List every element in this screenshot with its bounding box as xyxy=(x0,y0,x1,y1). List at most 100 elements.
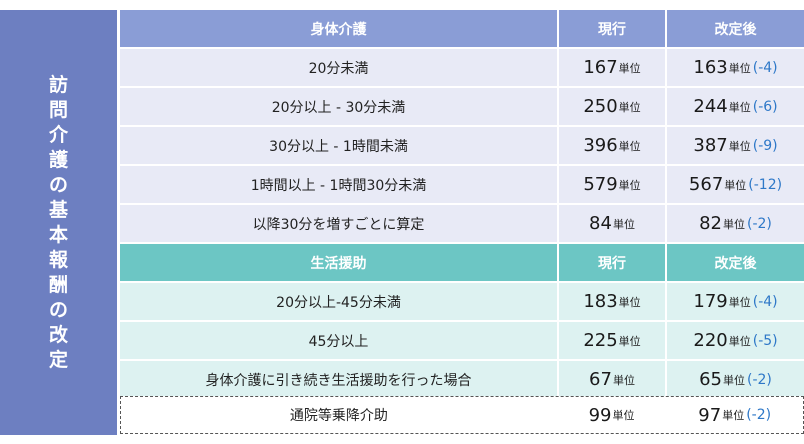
side-title-char: 介 xyxy=(48,123,68,146)
side-title-char: の xyxy=(48,173,68,196)
current-number: 225 xyxy=(583,330,618,351)
side-title: 訪問介護の基本報酬の改定 xyxy=(49,73,68,373)
header-label: 身体介護 xyxy=(120,10,557,47)
revised-value: 82 単位 (-2) xyxy=(667,205,804,242)
side-title-char: 定 xyxy=(48,348,68,371)
revised-number: 82 xyxy=(699,213,722,234)
current-value: 396 単位 xyxy=(559,127,665,164)
header-revised: 改定後 xyxy=(667,10,804,47)
side-title-char: 護 xyxy=(48,148,68,171)
unit-label: 単位 xyxy=(728,295,751,309)
unit-label: 単位 xyxy=(612,373,635,387)
table-row: 20分以上-45分未満 183 単位 179 単位 (-4) xyxy=(120,283,804,320)
current-value: 67 単位 xyxy=(559,361,665,398)
diff-value: (-12) xyxy=(748,176,783,193)
side-title-char: 問 xyxy=(48,98,68,121)
unit-label: 単位 xyxy=(618,334,641,348)
revised-value: 220 単位 (-5) xyxy=(667,322,804,359)
unit-label: 単位 xyxy=(618,178,641,192)
diff-value: (-2) xyxy=(746,407,772,423)
header-label: 生活援助 xyxy=(120,244,557,281)
unit-label: 単位 xyxy=(723,217,745,231)
revised-value: 387 単位 (-9) xyxy=(667,127,804,164)
row-label: 20分以上 - 30分未満 xyxy=(120,88,557,125)
unit-label: 単位 xyxy=(618,139,641,153)
unit-label: 単位 xyxy=(728,139,751,153)
unit-label: 単位 xyxy=(724,178,747,192)
table-row: 身体介護に引き続き生活援助を行った場合 67 単位 65 単位 (-2) xyxy=(120,361,804,398)
unit-label: 単位 xyxy=(723,373,745,387)
unit-label: 単位 xyxy=(728,100,751,114)
current-number: 396 xyxy=(583,135,618,156)
unit-label: 単位 xyxy=(618,100,641,114)
revised-value: 163 単位 (-4) xyxy=(667,49,804,86)
table-row: 以降30分を増すごとに算定 84 単位 82 単位 (-2) xyxy=(120,205,804,242)
diff-value: (-4) xyxy=(752,59,778,76)
current-value: 225 単位 xyxy=(559,322,665,359)
unit-label: 単位 xyxy=(618,61,641,75)
diff-value: (-2) xyxy=(747,215,772,232)
side-title-panel: 訪問介護の基本報酬の改定 xyxy=(0,10,117,435)
current-number: 579 xyxy=(583,174,618,195)
unit-label: 単位 xyxy=(722,409,745,422)
fee-table: 身体介護 現行 改定後 20分未満 167 単位 163 単位 (-4) 20分以上 - 3… xyxy=(120,10,804,400)
side-title-char: の xyxy=(48,298,68,321)
header-current: 現行 xyxy=(559,10,665,47)
section-header-physical-care: 身体介護 現行 改定後 xyxy=(120,10,804,47)
diff-value: (-6) xyxy=(752,98,778,115)
unit-label: 単位 xyxy=(728,61,751,75)
table-row: 1時間以上 - 1時間30分未満 579 単位 567 単位 (-12) xyxy=(120,166,804,203)
current-value: 250 単位 xyxy=(559,88,665,125)
revised-number: 567 xyxy=(688,174,724,195)
row-label: 45分以上 xyxy=(120,322,557,359)
side-title-char: 訪 xyxy=(48,73,68,96)
current-number: 183 xyxy=(583,291,618,312)
side-title-char: 酬 xyxy=(48,273,68,296)
current-value: 167 単位 xyxy=(559,49,665,86)
table-row-transport-assist: 通院等乗降介助 99 単位 97 単位 (-2) xyxy=(120,396,804,434)
revised-number: 65 xyxy=(699,369,722,390)
current-number: 67 xyxy=(589,369,612,390)
revised-value: 65 単位 (-2) xyxy=(667,361,804,398)
current-number: 250 xyxy=(583,96,618,117)
section-header-living-support: 生活援助 現行 改定後 xyxy=(120,244,804,281)
revised-number: 387 xyxy=(693,135,728,156)
diff-value: (-2) xyxy=(747,371,772,388)
row-label: 通院等乗降介助 xyxy=(121,397,557,433)
side-title-char: 基 xyxy=(48,198,68,221)
unit-label: 単位 xyxy=(618,295,641,309)
revised-number: 244 xyxy=(693,96,728,117)
diff-value: (-5) xyxy=(752,332,778,349)
current-value: 579 単位 xyxy=(559,166,665,203)
revised-number: 97 xyxy=(698,404,722,426)
row-label: 1時間以上 - 1時間30分未満 xyxy=(120,166,557,203)
revised-value: 244 単位 (-6) xyxy=(667,88,804,125)
current-value: 99 単位 xyxy=(558,397,665,433)
revised-number: 179 xyxy=(693,291,728,312)
current-value: 84 単位 xyxy=(559,205,665,242)
row-label: 以降30分を増すごとに算定 xyxy=(120,205,557,242)
header-current: 現行 xyxy=(559,244,665,281)
unit-label: 単位 xyxy=(612,217,635,231)
revised-value: 97 単位 (-2) xyxy=(666,397,803,433)
current-number: 99 xyxy=(588,404,612,426)
row-label: 身体介護に引き続き生活援助を行った場合 xyxy=(120,361,557,398)
revised-value: 567 単位 (-12) xyxy=(667,166,804,203)
side-title-char: 本 xyxy=(48,223,68,246)
row-label: 20分未満 xyxy=(120,49,557,86)
diff-value: (-4) xyxy=(752,293,778,310)
diff-value: (-9) xyxy=(752,137,778,154)
revised-value: 179 単位 (-4) xyxy=(667,283,804,320)
table-row: 20分未満 167 単位 163 単位 (-4) xyxy=(120,49,804,86)
header-revised: 改定後 xyxy=(667,244,804,281)
current-number: 84 xyxy=(589,213,612,234)
revised-number: 163 xyxy=(693,57,728,78)
row-label: 20分以上-45分未満 xyxy=(120,283,557,320)
unit-label: 単位 xyxy=(612,409,635,422)
revised-number: 220 xyxy=(693,330,728,351)
side-title-char: 改 xyxy=(48,323,68,346)
side-title-char: 報 xyxy=(48,248,68,271)
current-value: 183 単位 xyxy=(559,283,665,320)
table-row: 30分以上 - 1時間未満 396 単位 387 単位 (-9) xyxy=(120,127,804,164)
table-row: 45分以上 225 単位 220 単位 (-5) xyxy=(120,322,804,359)
